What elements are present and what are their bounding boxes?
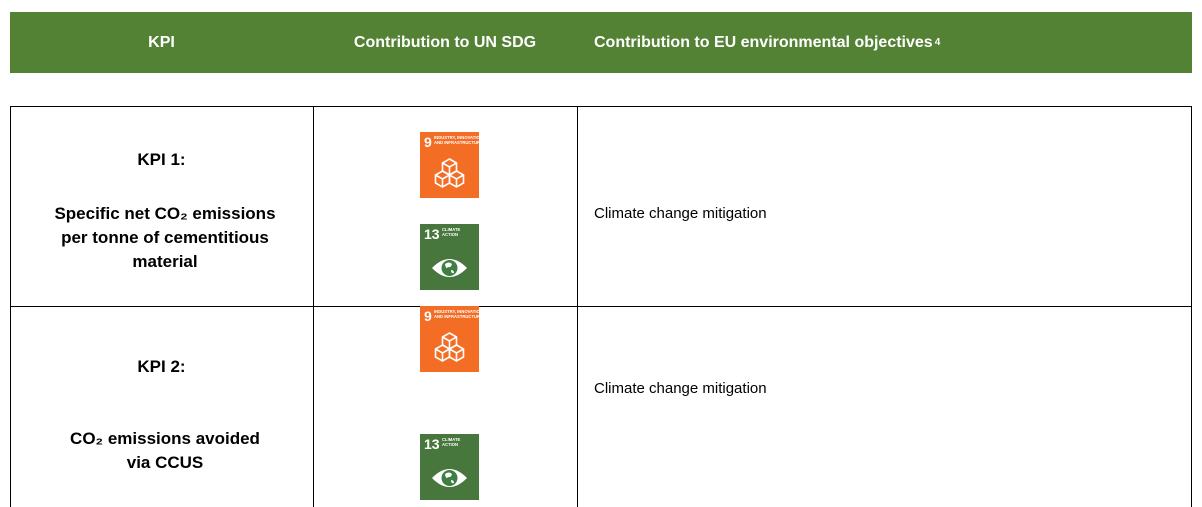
border (313, 106, 314, 507)
icon-label: ACTION (442, 232, 458, 237)
icon-label: CLIMATE (442, 227, 461, 232)
icon-label: INDUSTRY, INNOVATION (434, 135, 479, 140)
border (10, 306, 1192, 307)
header-bar (10, 12, 1192, 73)
icon-label: INDUSTRY, INNOVATION (434, 309, 479, 314)
icon-label: CLIMATE (442, 437, 461, 442)
kpi-description: Specific net CO₂ emissions per tonne of … (54, 204, 276, 271)
icon-cube (448, 344, 465, 362)
icon-cube (448, 170, 465, 188)
border (10, 106, 11, 507)
border (1191, 106, 1192, 507)
icon-label: AND INFRASTRUCTURE (434, 314, 479, 319)
icon-number: 9 (424, 134, 432, 150)
icon-label: ACTION (442, 442, 458, 447)
icon-globe (441, 470, 458, 486)
icon-bg (420, 132, 479, 198)
header-eu-text: Contribution to EU environmental objecti… (594, 34, 933, 51)
icon-label: AND INFRASTRUCTURE (434, 140, 479, 145)
icon-land (445, 262, 454, 274)
kpi-description: CO₂ emissions avoided via CCUS (70, 429, 260, 472)
icon-globe (441, 260, 458, 276)
icon-bg (420, 306, 479, 372)
kpi-title: KPI 2: (137, 357, 186, 376)
icon-land (445, 472, 454, 484)
footnote: 4 (934, 37, 941, 48)
kpi-title: KPI 1: (137, 150, 186, 169)
eu-objective: Climate change mitigation (594, 205, 767, 222)
border (10, 106, 1192, 107)
header-eu: Contribution to EU environmental objecti… (594, 12, 1184, 73)
border (577, 106, 578, 507)
icon-bg (420, 224, 479, 290)
header-sdg: Contribution to UN SDG (353, 34, 537, 51)
icon-number: 13 (424, 226, 440, 242)
icon-number: 13 (424, 436, 440, 452)
eu-objective: Climate change mitigation (594, 380, 767, 397)
header-kpi: KPI (148, 34, 175, 51)
icon-number: 9 (424, 308, 432, 324)
icon-bg (420, 434, 479, 500)
